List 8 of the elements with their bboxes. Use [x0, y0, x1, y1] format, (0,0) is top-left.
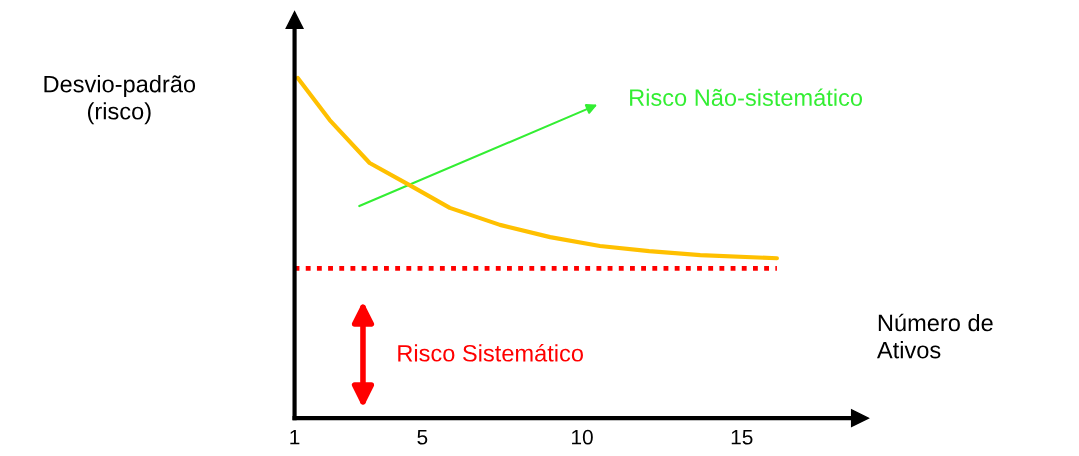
- x-axis-title: Número de Ativos: [876, 313, 993, 359]
- x-tick-label: 10: [572, 429, 593, 445]
- ref-line-label: Risco Sistemático: [398, 343, 583, 362]
- x-tick-label: 15: [731, 430, 753, 445]
- annotation: Risco Não-sistemático: [630, 88, 863, 107]
- x-tick-label: 1: [290, 430, 300, 445]
- x-tick-label: 5: [417, 430, 428, 445]
- y-axis-title: Desvio-padrão (risco): [44, 75, 196, 125]
